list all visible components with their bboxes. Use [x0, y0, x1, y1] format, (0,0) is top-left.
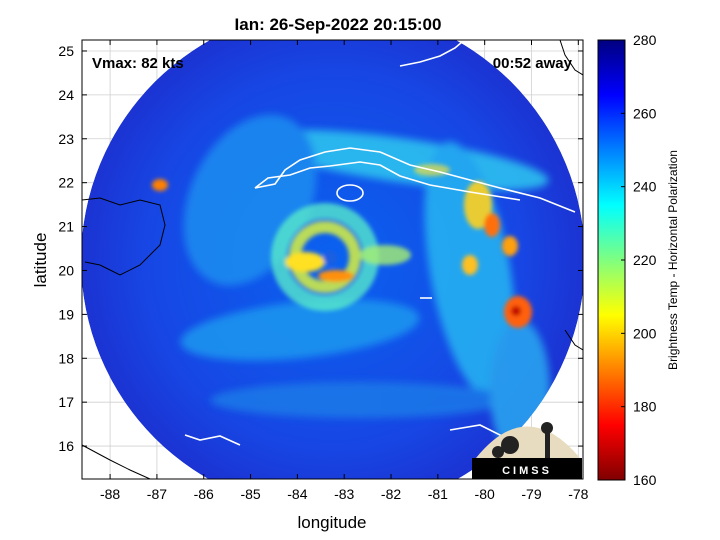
- colorbar-tick-label: 180: [633, 399, 657, 415]
- colorbar-tick-label: 280: [633, 32, 657, 48]
- x-tick-label: -85: [240, 486, 260, 502]
- colorbar-tick-label: 200: [633, 325, 657, 341]
- colorbar-label: Brightness Temp - Horizontal Polarizatio…: [666, 150, 680, 370]
- x-axis-ticks: -88 -87 -86 -85 -84 -83 -82 -81 -80 -79 -78: [100, 40, 589, 502]
- y-tick-label: 18: [58, 350, 74, 366]
- x-tick-label: -83: [334, 486, 354, 502]
- x-tick-label: -87: [147, 486, 167, 502]
- colorbar-tick-label: 220: [633, 252, 657, 268]
- y-tick-label: 19: [58, 306, 74, 322]
- plot-area: CIMSS: [82, 40, 583, 479]
- colorbar-tick-label: 240: [633, 179, 657, 195]
- axes-frame: [81, 39, 584, 480]
- colorbar-tick-label: 160: [633, 472, 657, 488]
- x-tick-label: -84: [287, 486, 307, 502]
- y-axis-label: latitude: [31, 233, 50, 288]
- x-tick-label: -79: [521, 486, 541, 502]
- y-axis-ticks: 16 17 18 19 20 21 22 23 24 25: [58, 43, 583, 454]
- x-tick-label: -82: [381, 486, 401, 502]
- colorbar-tick-label: 260: [633, 105, 657, 121]
- y-tick-label: 25: [58, 43, 74, 59]
- y-tick-label: 20: [58, 262, 74, 278]
- x-axis-label: longitude: [297, 513, 366, 532]
- x-tick-label: -86: [194, 486, 214, 502]
- x-tick-label: -78: [568, 486, 588, 502]
- y-tick-label: 22: [58, 175, 74, 191]
- colorbar-ticks: 160 180 200 220 240 260 280: [621, 32, 657, 488]
- y-tick-label: 21: [58, 219, 74, 235]
- y-tick-label: 24: [58, 87, 74, 103]
- colorbar: 160 180 200 220 240 260 280 Brightness Temp - …: [597, 32, 680, 488]
- cimss-logo-text: CIMSS: [502, 465, 552, 477]
- cimss-logo: CIMSS: [472, 422, 582, 479]
- x-tick-label: -80: [475, 486, 495, 502]
- y-tick-label: 17: [58, 394, 74, 410]
- chart-title: Ian: 26-Sep-2022 20:15:00: [235, 15, 442, 34]
- x-tick-label: -88: [100, 486, 120, 502]
- time-away-annotation: 00:52 away: [493, 55, 573, 72]
- yucatan-coastline: [82, 40, 583, 479]
- brightness-temperature-swath: [82, 40, 583, 479]
- colorbar-gradient: [597, 39, 626, 481]
- coastlines: [184, 41, 576, 446]
- y-tick-label: 23: [58, 131, 74, 147]
- y-tick-label: 16: [58, 438, 74, 454]
- x-tick-label: -81: [428, 486, 448, 502]
- vmax-annotation: Vmax: 82 kts: [92, 55, 184, 72]
